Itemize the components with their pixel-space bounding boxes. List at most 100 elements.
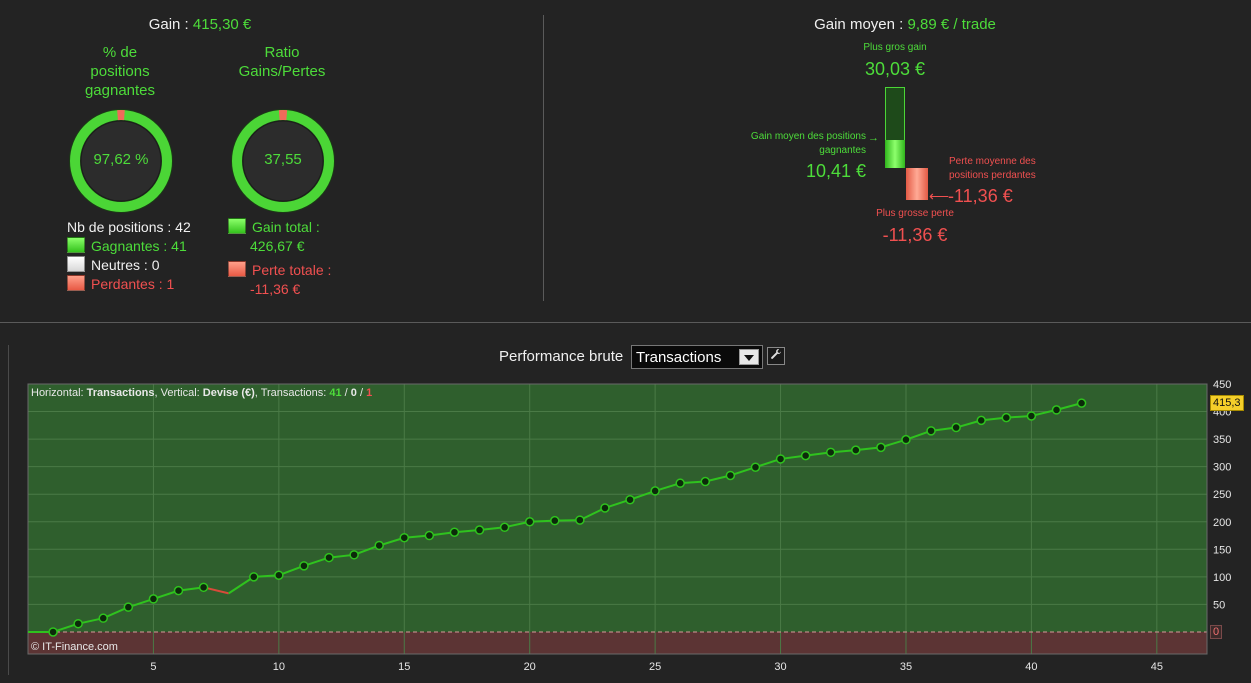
data-point bbox=[123, 602, 134, 612]
gain-total-row: Gain total : bbox=[228, 218, 320, 237]
perdantes-swatch bbox=[67, 275, 85, 291]
data-point bbox=[424, 530, 435, 541]
perte-moyenne-label-block: Perte moyenne des positions perdantes bbox=[949, 155, 1069, 183]
ratio-gauge bbox=[231, 109, 335, 213]
pct-title-line-2: positions bbox=[90, 63, 150, 80]
nb-positions: Nb de positions : 42 bbox=[67, 219, 191, 235]
gain-total-value: 426,67 € bbox=[250, 238, 305, 254]
panel-divider bbox=[543, 15, 544, 301]
data-point bbox=[48, 627, 58, 637]
data-point bbox=[1026, 411, 1037, 421]
gagnantes-text: Gagnantes : 41 bbox=[91, 238, 187, 254]
data-point bbox=[399, 532, 410, 543]
gain-moyen-label: Gain moyen : bbox=[814, 16, 908, 33]
data-point bbox=[299, 561, 309, 571]
data-point bbox=[249, 572, 259, 582]
data-point bbox=[575, 515, 585, 525]
chart-title: Performance brute bbox=[499, 348, 624, 365]
y-tick-label: 200 bbox=[1213, 517, 1231, 529]
pct-title-line-3: gagnantes bbox=[84, 82, 156, 99]
chevron-down-icon[interactable] bbox=[739, 349, 759, 365]
plus-gros-gain-value: 30,03 € bbox=[864, 59, 926, 79]
pct-gauge-loss bbox=[70, 110, 172, 212]
data-point bbox=[901, 434, 911, 445]
pct-gauge bbox=[69, 109, 173, 213]
info-mid: , Vertical: bbox=[154, 387, 203, 399]
data-point bbox=[825, 447, 836, 458]
data-point bbox=[600, 503, 610, 513]
zero-value-tag: 0 bbox=[1210, 624, 1223, 639]
data-point bbox=[274, 570, 284, 580]
y-tick-label: 300 bbox=[1213, 462, 1231, 474]
view-select[interactable]: Transactions bbox=[631, 345, 763, 369]
pct-gauge-value: 97,62 % bbox=[93, 151, 149, 168]
avg-gain-bar bbox=[885, 140, 905, 168]
gain-total: Gain total : 426,67 € bbox=[228, 218, 320, 256]
data-point bbox=[700, 476, 711, 487]
info-losses: 1 bbox=[366, 387, 373, 399]
data-point bbox=[98, 613, 109, 623]
y-tick-label: 50 bbox=[1213, 599, 1225, 611]
gain-moyen-value: 9,89 € / trade bbox=[907, 16, 996, 33]
y-tick-label: 250 bbox=[1213, 489, 1231, 501]
perte-totale: Perte totale : -11,36 € bbox=[228, 261, 331, 299]
gain-moyen-title: Gain moyen : 9,89 € / trade bbox=[780, 16, 1030, 33]
x-tick-label: 25 bbox=[649, 661, 661, 673]
data-point bbox=[374, 540, 384, 551]
plot-frame bbox=[27, 383, 1208, 655]
y-tick-label: 350 bbox=[1213, 434, 1231, 446]
performance-chart: 5101520253035404505010015020025030035040… bbox=[27, 379, 1231, 673]
data-point bbox=[198, 582, 209, 593]
avg-loss-bar bbox=[906, 168, 928, 200]
neutres-text: Neutres : 0 bbox=[91, 257, 160, 273]
perdantes-text: Perdantes : 1 bbox=[91, 276, 175, 292]
gain-moyen-label-block: Gain moyen des positions gagnantes bbox=[730, 130, 866, 158]
x-tick-label: 5 bbox=[150, 661, 156, 673]
gain-moyen-label-2: gagnantes bbox=[819, 145, 866, 156]
data-point bbox=[951, 422, 961, 433]
wrench-icon[interactable] bbox=[767, 347, 785, 365]
info-vertical: Devise (€) bbox=[202, 387, 255, 399]
ratio-title: Ratio Gains/Pertes bbox=[220, 43, 344, 81]
plus-gros-gain-label: Plus gros gain bbox=[863, 42, 927, 53]
data-point bbox=[675, 478, 685, 488]
data-point bbox=[851, 445, 861, 455]
data-point bbox=[650, 486, 660, 496]
series-segment bbox=[228, 576, 255, 595]
data-point bbox=[324, 552, 334, 563]
wrench-glyph bbox=[771, 349, 781, 359]
y-tick-label: 150 bbox=[1213, 544, 1231, 556]
info-sep1: / bbox=[341, 387, 351, 399]
negative-area bbox=[28, 631, 1207, 654]
gain-value: 415,30 € bbox=[192, 16, 252, 33]
ratio-title-line-1: Ratio bbox=[264, 44, 300, 61]
x-tick-label: 15 bbox=[398, 661, 410, 673]
perte-totale-swatch bbox=[228, 261, 246, 277]
data-point bbox=[73, 618, 83, 629]
x-tick-label: 20 bbox=[524, 661, 536, 673]
pct-title-line-1: % de bbox=[102, 44, 138, 61]
info-wins: 41 bbox=[329, 387, 342, 399]
perte-moyenne-label-2: positions perdantes bbox=[949, 170, 1036, 181]
gain-total-label: Gain total : bbox=[252, 219, 320, 235]
neutres-swatch bbox=[67, 256, 85, 272]
data-point bbox=[926, 426, 936, 436]
arrow-perte-moyenne-icon: ⟵ bbox=[929, 188, 950, 204]
gain-summary: Gain : 415,30 € bbox=[120, 16, 280, 33]
x-tick-label: 40 bbox=[1025, 661, 1037, 673]
positive-area bbox=[28, 384, 1207, 632]
perte-moyenne-amount: -11,36 € bbox=[948, 186, 1013, 206]
gagnantes-swatch bbox=[67, 237, 85, 253]
data-point bbox=[800, 450, 811, 461]
neutres-row: Neutres : 0 bbox=[67, 256, 191, 275]
info-horizontal: Transactions bbox=[86, 387, 155, 399]
info-tx: , Transactions: bbox=[254, 387, 330, 399]
data-point bbox=[1051, 405, 1062, 415]
gain-label: Gain : bbox=[148, 16, 193, 33]
data-point bbox=[499, 522, 510, 533]
y-tick-label: 450 bbox=[1213, 379, 1231, 391]
info-neutral: 0 bbox=[350, 387, 357, 399]
perte-totale-row: Perte totale : bbox=[228, 261, 331, 280]
left-edge-divider bbox=[8, 345, 9, 675]
positions-breakdown: Nb de positions : 42 Gagnantes : 41 Neut… bbox=[67, 218, 191, 294]
